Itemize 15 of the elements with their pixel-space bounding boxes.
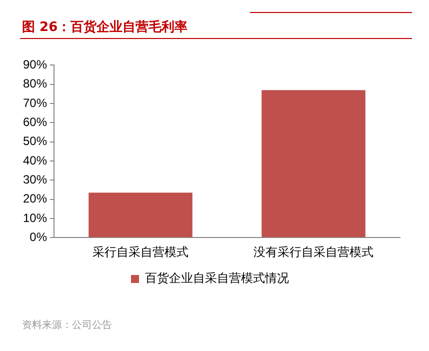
y-tick-label: 90% bbox=[22, 58, 48, 72]
chart-title: 图 26：百货企业自营毛利率 bbox=[22, 18, 188, 36]
y-tick-label: 70% bbox=[22, 96, 48, 110]
y-tick-label: 20% bbox=[22, 192, 48, 206]
y-tick-label: 10% bbox=[22, 210, 48, 225]
y-tick-label: 60% bbox=[22, 114, 48, 129]
x-tick-label: 没有采行自采自营模式 bbox=[254, 244, 374, 259]
y-tick-label: 50% bbox=[22, 134, 48, 148]
y-tick-label: 30% bbox=[22, 172, 48, 186]
y-tick-label: 80% bbox=[22, 76, 48, 91]
y-tick-label: 0% bbox=[30, 230, 48, 244]
legend-label: 百货企业自采自营模式情况 bbox=[145, 271, 289, 286]
text: 资料来源：公司公告 bbox=[22, 318, 112, 332]
x-tick-label: 采行自采自营模式 bbox=[92, 244, 189, 259]
y-tick-label: 40% bbox=[22, 153, 48, 168]
